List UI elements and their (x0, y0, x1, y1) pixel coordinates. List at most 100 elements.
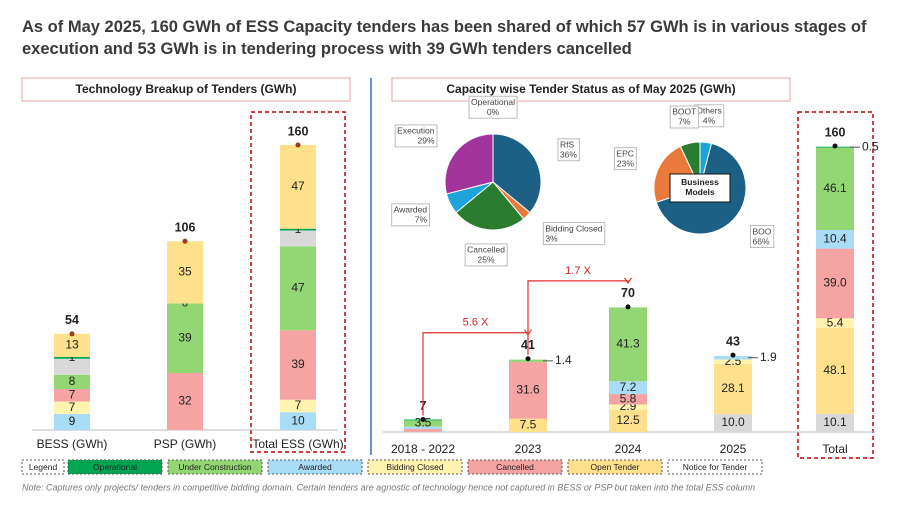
pie-label-box (394, 124, 438, 148)
section-title: Technology Breakup of Tenders (GWh) (76, 82, 297, 96)
data-label: 10 (291, 413, 305, 427)
data-label: 12.5 (616, 413, 640, 427)
x-tick-label: 2025 (720, 442, 747, 456)
data-label: 5.8 (620, 391, 637, 405)
pie-label-value: 29% (418, 136, 435, 146)
legend-label: Cancelled (496, 462, 534, 472)
total-marker (420, 416, 426, 422)
section-title: Capacity wise Tender Status as of May 20… (446, 82, 735, 96)
bar-segment (280, 412, 316, 430)
data-label: 9 (69, 414, 76, 428)
data-label: 3.5 (415, 416, 432, 430)
pie-label: Cancelled 25% (467, 245, 505, 265)
total-label: 106 (175, 220, 196, 234)
pie-label-value: 23% (617, 159, 634, 169)
pie-label-box (557, 138, 580, 162)
pie-label-box (542, 222, 606, 246)
pie-label-name: EPC (616, 149, 633, 159)
slide-title: As of May 2025, 160 GWh of ESS Capacity … (22, 18, 867, 58)
data-label: 39 (291, 357, 305, 371)
legend-title: Legend (29, 462, 58, 472)
bar-segment (280, 228, 316, 231)
pie-label-name: Execution (397, 126, 435, 136)
bar-segment (54, 358, 90, 375)
total-marker (295, 142, 301, 148)
data-label: 1 (295, 222, 302, 236)
legend-label: Awarded (298, 462, 332, 472)
total-label: 160 (825, 125, 846, 139)
pie-label: Execution 29% (397, 126, 435, 146)
pie-label: Awarded 7% (394, 205, 428, 225)
pie-label: EPC 23% (616, 149, 634, 169)
bar-segment (509, 418, 547, 432)
data-label: 46.1 (823, 181, 847, 195)
x-tick-label: 2018 - 2022 (391, 442, 455, 456)
x-tick-label: BESS (GWh) (37, 437, 108, 451)
bar-segment (280, 230, 316, 247)
pie-label-box (391, 203, 430, 227)
pie-label: Others 4% (696, 106, 722, 126)
legend-swatch (367, 459, 463, 475)
pie-label-name: Others (696, 106, 722, 116)
data-label: 8 (69, 374, 76, 388)
pie-slice (444, 133, 494, 195)
bar-segment (816, 230, 854, 249)
bar-segment (609, 394, 647, 405)
pie-label-name: Bidding Closed (545, 224, 602, 234)
legend-label: Operational (93, 462, 137, 472)
bar-segment (167, 373, 203, 430)
pie-label-value: 25% (478, 255, 495, 265)
data-label: 10.1 (823, 415, 847, 429)
total-label: 54 (65, 313, 79, 327)
data-label: 41.3 (616, 336, 640, 350)
legend-swatch (67, 459, 163, 475)
pie-label-box (749, 225, 775, 249)
data-label: 31.6 (516, 383, 540, 397)
data-label: 7.5 (520, 417, 537, 431)
data-label: 1.9 (760, 350, 777, 364)
pie-label-value: 66% (752, 237, 769, 247)
data-label: 7 (69, 387, 76, 401)
data-label: 5.4 (827, 315, 844, 329)
data-label: 39.0 (823, 276, 847, 290)
bar-segment (404, 426, 442, 429)
legend-swatch (567, 459, 663, 475)
total-marker (525, 356, 531, 362)
data-label: 1.4 (555, 353, 572, 367)
pie-label-name: BOO (752, 227, 771, 237)
section-box (21, 77, 351, 102)
arrow-head (624, 277, 632, 284)
data-label: 32 (178, 394, 192, 408)
legend-swatch (467, 459, 563, 475)
total-label: 43 (726, 334, 740, 348)
center-label: Business Models (681, 177, 719, 197)
x-tick-label: 2024 (615, 442, 642, 456)
bar-segment (280, 246, 316, 331)
x-tick-label: Total (822, 442, 847, 456)
data-label: 7 (295, 398, 302, 412)
bar-segment (404, 420, 442, 427)
bar-segment (509, 362, 547, 419)
pie-label-name: RfS (560, 140, 575, 150)
x-tick-label: Total ESS (GWh) (252, 437, 343, 451)
pie-label-value: 7% (678, 117, 691, 127)
pie-label: BOO 66% (752, 227, 771, 247)
data-label: 1 (69, 350, 76, 364)
data-label: 7 (69, 400, 76, 414)
legend-label: Under Construction (178, 462, 252, 472)
pie-slice (455, 181, 525, 231)
data-label: 7.2 (620, 380, 637, 394)
section-box (391, 77, 791, 102)
pie-label-box (613, 147, 637, 171)
bar-segment (54, 356, 90, 359)
bar-segment (280, 399, 316, 413)
total-marker (625, 304, 631, 310)
pie-label-value: 4% (703, 116, 716, 126)
pie-label: BOOT 7% (672, 107, 696, 127)
bar-segment (714, 359, 752, 364)
bar-segment (816, 318, 854, 328)
bar-segment (816, 248, 854, 319)
legend-swatch (667, 459, 763, 475)
